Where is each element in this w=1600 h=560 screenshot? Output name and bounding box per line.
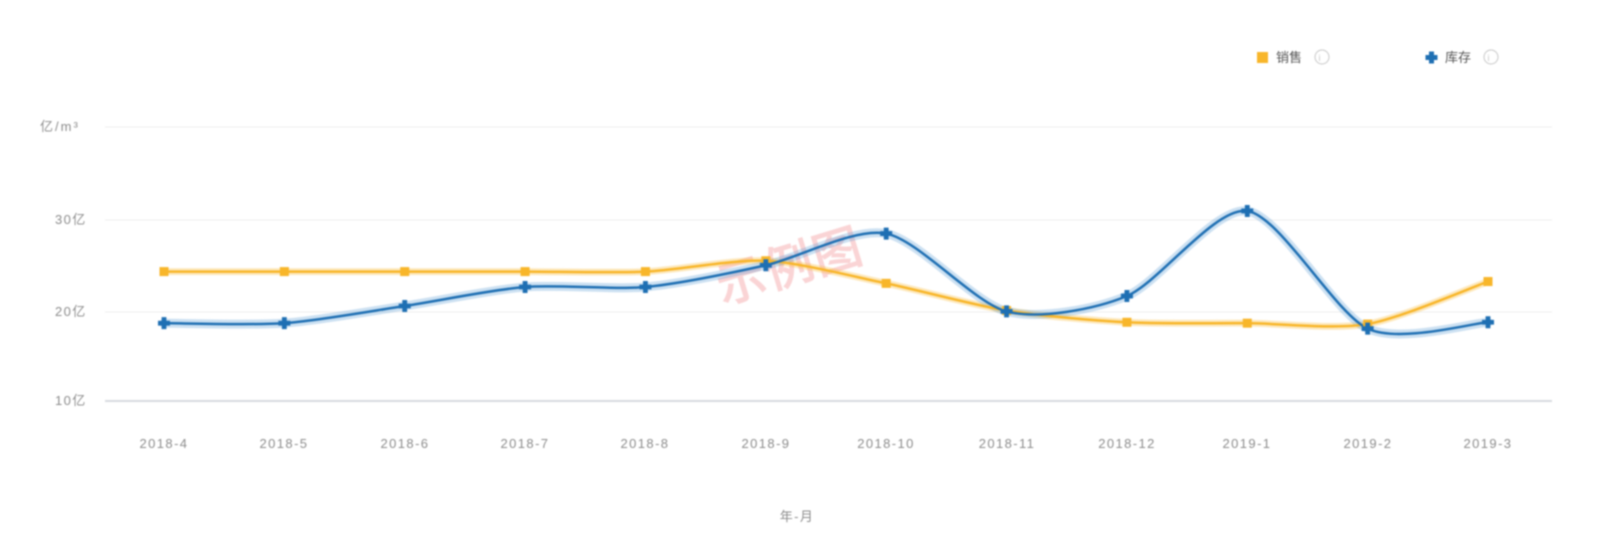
svg-text:2018-7: 2018-7	[501, 436, 550, 451]
svg-text:2018-4: 2018-4	[140, 436, 189, 451]
svg-text:2018-10: 2018-10	[857, 436, 915, 451]
svg-text:2019-3: 2019-3	[1464, 436, 1513, 451]
svg-text:2018-12: 2018-12	[1098, 436, 1156, 451]
svg-text:2019-1: 2019-1	[1223, 436, 1272, 451]
svg-text:年-月: 年-月	[780, 509, 815, 524]
svg-text:2018-8: 2018-8	[621, 436, 670, 451]
svg-text:i: i	[1319, 53, 1321, 63]
svg-text:2018-6: 2018-6	[381, 436, 430, 451]
svg-text:销售: 销售	[1276, 50, 1302, 65]
svg-text:2019-2: 2019-2	[1344, 436, 1393, 451]
svg-text:2018-11: 2018-11	[979, 436, 1036, 451]
svg-text:10亿: 10亿	[55, 393, 87, 408]
svg-text:库存: 库存	[1445, 50, 1471, 65]
svg-text:i: i	[1488, 53, 1490, 63]
svg-text:2018-5: 2018-5	[260, 436, 309, 451]
svg-text:30亿: 30亿	[55, 212, 87, 227]
svg-text:2018-9: 2018-9	[742, 436, 791, 451]
svg-text:亿/m³: 亿/m³	[40, 119, 80, 134]
svg-text:20亿: 20亿	[55, 304, 87, 319]
